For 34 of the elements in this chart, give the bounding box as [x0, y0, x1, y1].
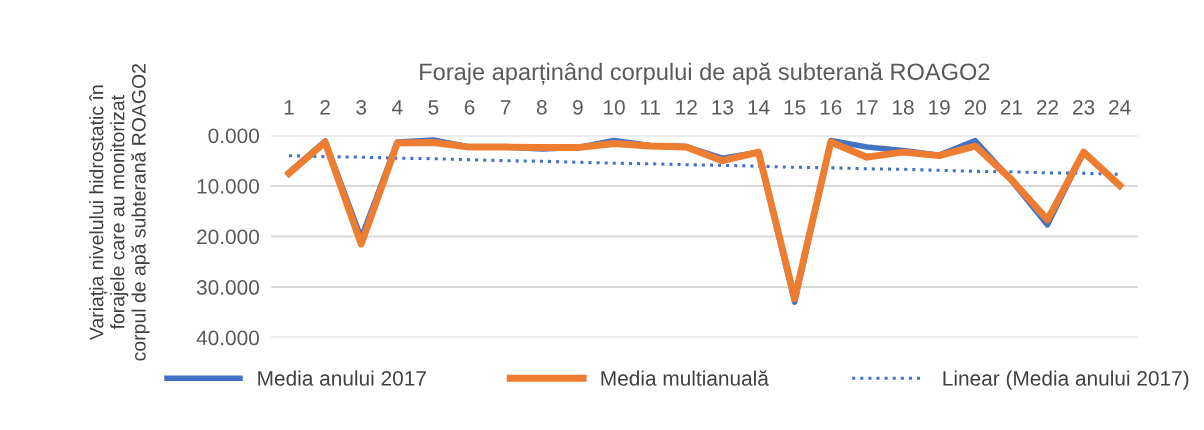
x-tick-label: 14: [748, 100, 770, 115]
legend-label: Media anului 2017: [258, 370, 426, 386]
x-tick-label: 3: [356, 99, 367, 115]
x-tick-label: 12: [676, 99, 697, 115]
x-tick-label: 13: [712, 99, 734, 115]
x-tick-label: 7: [500, 100, 511, 115]
x-tick-label: 6: [464, 99, 475, 115]
legend-label: Linear (Media anului 2017): [943, 370, 1189, 390]
y-tick-label: 20.000: [197, 229, 259, 245]
y-tick-label: 40.000: [196, 330, 259, 346]
x-tick-label: 24: [1109, 99, 1131, 115]
x-tick-label: 16: [820, 99, 842, 115]
y-tick-label: 0.000: [208, 128, 259, 144]
x-tick-label: 5: [428, 100, 439, 115]
x-tick-label: 19: [929, 99, 950, 115]
x-tick-label: 9: [573, 99, 583, 115]
legend-label: Media multianuală: [601, 370, 769, 386]
y-tick-label: 30.000: [196, 280, 259, 295]
y-tick-label: 10.000: [197, 178, 259, 194]
y-axis-title: Variația nivelului hidrostatic în forajele care au monitorizat corpul de apă subterană ROAGO2: [89, 64, 150, 361]
x-tick-label: 21: [1000, 99, 1022, 115]
x-tick-label: 18: [893, 99, 914, 115]
x-tick-label: 11: [640, 100, 660, 115]
x-tick-label: 4: [392, 100, 403, 115]
x-tick-label: 17: [856, 100, 878, 115]
chart-title: Foraje aparținând corpului de apă subterană ROAGO2: [420, 62, 990, 85]
x-tick-label: 20: [964, 99, 987, 115]
x-tick-label: 10: [604, 99, 625, 115]
x-tick-label: 8: [536, 99, 547, 115]
x-tick-label: 22: [1036, 99, 1059, 115]
x-tick-label: 23: [1073, 99, 1095, 115]
x-tick-label: 1: [284, 100, 294, 115]
x-tick-label: 2: [320, 99, 330, 115]
x-tick-label: 15: [784, 100, 806, 115]
